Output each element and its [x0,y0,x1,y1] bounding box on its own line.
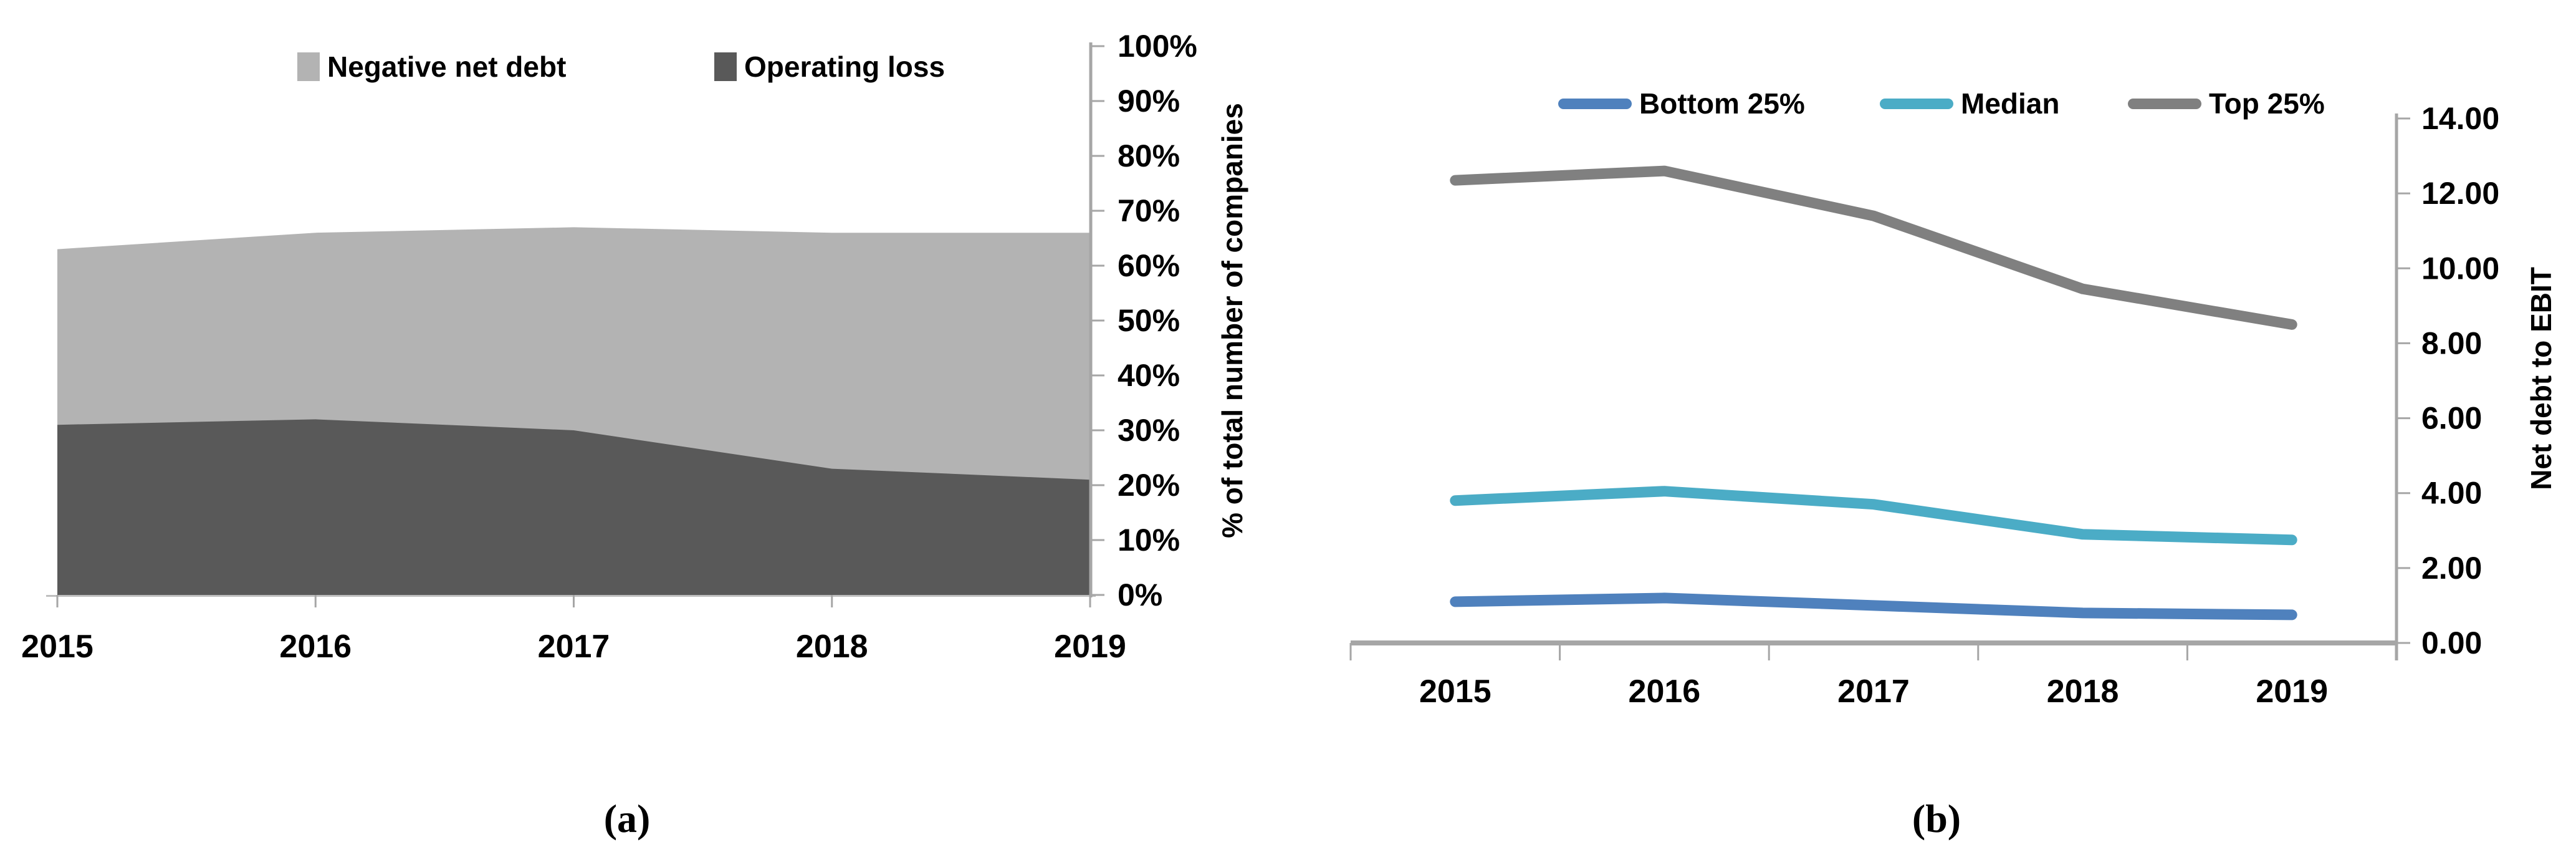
chart-a-y-tick-label: 50% [1118,303,1180,338]
legend-item-bottom-25: Bottom 25% [1558,89,1805,118]
chart-a-y-axis-title: % of total number of companies [1216,103,1248,538]
chart-a-x-tick-label: 2016 [279,629,352,665]
chart-a-y-tick-label: 0% [1118,577,1162,612]
chart-b-y-tick-label: 12.00 [2421,176,2499,211]
chart-a-y-tick-label: 100% [1118,29,1197,64]
legend-label: Bottom 25% [1639,87,1805,120]
bottom-25-line-swatch-icon [1558,98,1632,109]
line-series-median [1450,486,2297,546]
chart-b-x-tick-label: 2017 [1837,674,1910,710]
chart-a-y-tick-label: 80% [1118,138,1180,173]
chart-a-y-tick-label: 30% [1118,413,1180,448]
top-25-line-swatch-icon [2128,98,2201,109]
chart-b-y-tick-label: 2.00 [2421,551,2482,586]
chart-b-x-tick-label: 2019 [2256,674,2328,710]
chart-a-plot: 0% 10% 20% 30% 40% 50% 60% 70% 80% 90% 100% 2015 201… [21,29,1197,665]
chart-b-x-tick-label: 2018 [2047,674,2119,710]
chart-b-x-tick-label: 2016 [1629,674,1701,710]
line-series-bottom-25- [1450,592,2297,621]
area-series-operating-loss [57,419,1090,595]
chart-b-y-tick-label: 10.00 [2421,251,2499,286]
legend-item-operating-loss: Operating loss [714,52,945,82]
chart-a-x-tick-label: 2018 [796,629,868,665]
chart-b-y-tick-label: 4.00 [2421,476,2482,511]
chart-b-x-tick-label: 2015 [1419,674,1491,710]
chart-a-y-tick-label: 10% [1118,523,1180,558]
caption-panel-a: (a) [603,796,651,841]
chart-b-y-tick-label: 6.00 [2421,401,2482,436]
negative-net-debt-swatch-icon [297,52,320,81]
legend-item-top-25: Top 25% [2128,89,2325,118]
operating-loss-swatch-icon [714,52,737,81]
median-line-swatch-icon [1880,98,1953,109]
legend-label: Operating loss [744,51,946,83]
chart-a-y-tick-label: 20% [1118,468,1180,503]
line-series-top-25- [1450,165,2297,330]
chart-b-y-axis-title: Net debt to EBIT [2525,267,2557,490]
chart-b-y-tick-label: 14.00 [2421,101,2499,136]
caption-panel-b: (b) [1912,796,1961,841]
chart-b-y-tick-label: 0.00 [2421,625,2482,660]
chart-b-plot: 0.00 2.00 4.00 6.00 8.00 10.00 12.00 14.00 2015 2… [1349,101,2499,710]
legend-item-median: Median [1880,89,2059,118]
chart-b-y-tick-label: 8.00 [2421,326,2482,360]
chart-a-y-tick-label: 60% [1118,248,1180,283]
legend-item-negative-net-debt: Negative net debt [297,52,566,82]
legend-label: Top 25% [2209,87,2325,120]
legend-label: Negative net debt [327,51,567,83]
chart-a-x-tick-label: 2017 [538,629,610,665]
chart-a-x-tick-label: 2015 [21,629,93,665]
chart-a-x-tick-label: 2019 [1054,629,1126,665]
chart-a-y-tick-label: 40% [1118,358,1180,393]
legend-label: Median [1961,87,2060,120]
chart-a-y-tick-label: 90% [1118,84,1180,118]
chart-a-y-tick-label: 70% [1118,193,1180,228]
